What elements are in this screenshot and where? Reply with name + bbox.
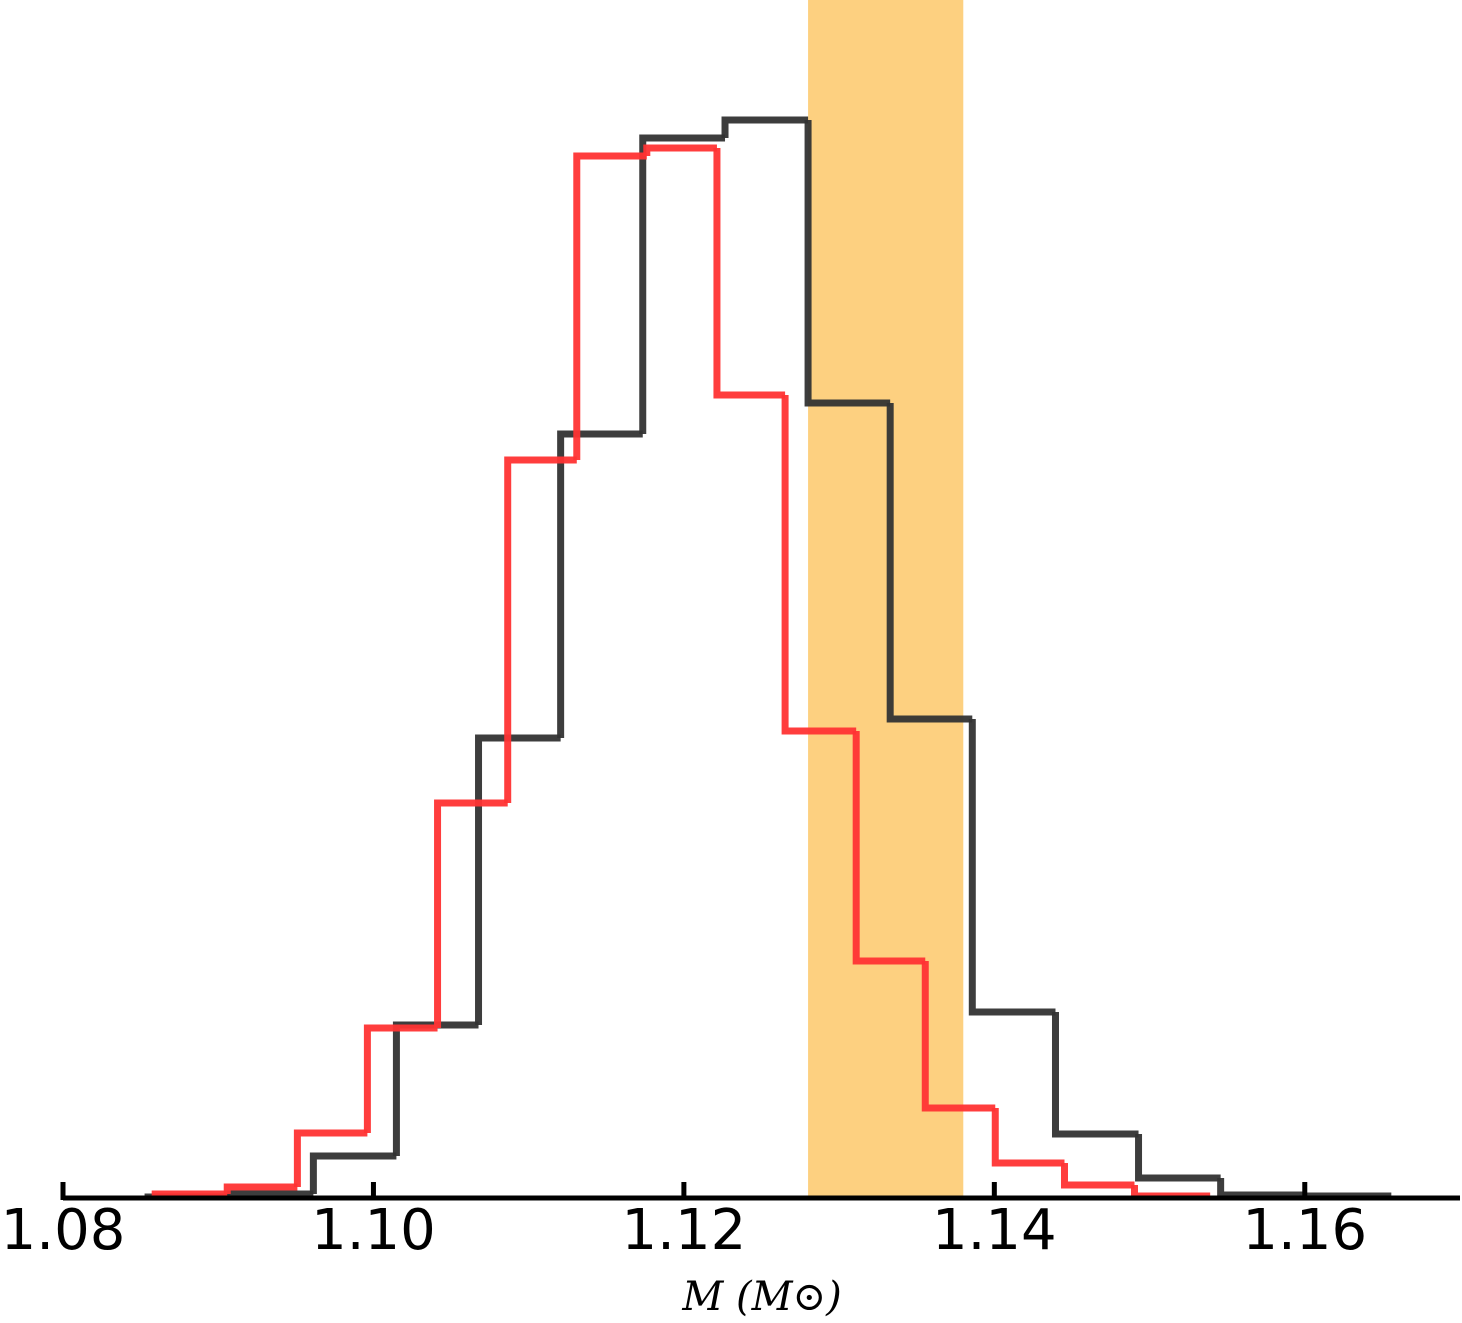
x-tick-label: 1.12 (622, 1198, 747, 1263)
histogram-bin (434, 799, 508, 1028)
histogram-bin (639, 134, 726, 434)
histogram-bin (1217, 1178, 1303, 1199)
histogram-bin (1051, 1012, 1139, 1138)
histogram-bin (475, 734, 561, 1025)
histogram-bin (781, 395, 857, 735)
histogram-bin (921, 961, 996, 1112)
histogram-bin (223, 1183, 298, 1194)
histogram-bin (573, 152, 647, 460)
histogram-bin (643, 144, 717, 156)
histogram-bin (886, 403, 973, 723)
histogram-bin (852, 731, 926, 965)
histogram-bin (293, 1129, 368, 1187)
histogram-bin (504, 456, 577, 803)
x-axis-label: M (M⊙) (681, 1274, 841, 1320)
x-tick-label: 1.14 (932, 1198, 1057, 1263)
histogram-bin (363, 1024, 438, 1133)
shaded-band (808, 0, 964, 1198)
histogram-bin (392, 1021, 479, 1156)
histogram-bin (1135, 1134, 1221, 1182)
histogram-bin (309, 1152, 397, 1194)
x-tick-label: 1.08 (1, 1198, 126, 1263)
histogram-bin (713, 148, 786, 399)
histogram-bin (721, 116, 809, 138)
x-tick-label: 1.16 (1242, 1198, 1367, 1263)
histogram-bin (1060, 1163, 1135, 1189)
histogram-bin (968, 719, 1056, 1016)
histogram-bin (991, 1108, 1065, 1167)
x-tick-label: 1.10 (311, 1198, 436, 1263)
histogram-bin (557, 430, 643, 738)
histogram-bin (804, 120, 891, 407)
